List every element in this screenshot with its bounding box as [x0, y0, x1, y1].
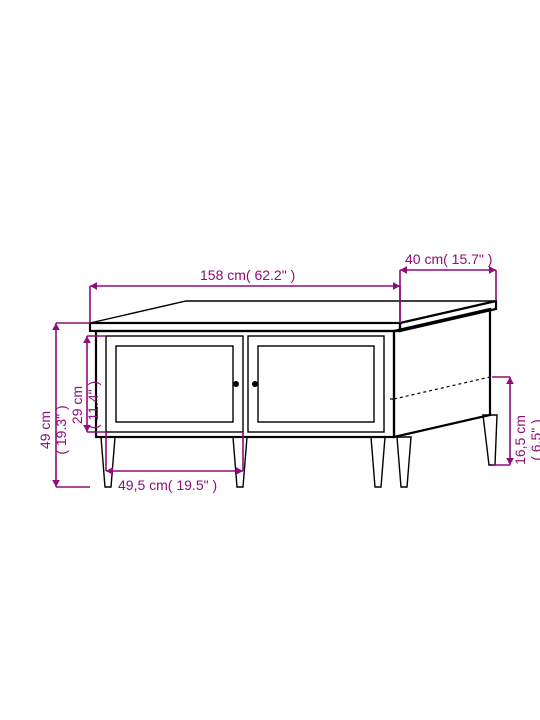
dimension-label: 40 cm( 15.7" ): [405, 251, 492, 267]
furniture-outline: [90, 301, 497, 487]
dimension-label: 29 cm( 11.4" ): [69, 381, 101, 429]
dimension-label: 49 cm( 19.3" ): [37, 405, 69, 454]
dimension-label: 16,5 cm( 6.5" ): [512, 415, 540, 465]
dimension-label: 158 cm( 62.2" ): [200, 267, 295, 283]
dimension-overlay: 158 cm( 62.2" ) 40 cm( 15.7" ) 49,5 cm( 19…: [37, 251, 540, 493]
dimension-label: 49,5 cm( 19.5" ): [118, 477, 217, 493]
furniture-dimension-diagram: 158 cm( 62.2" ) 40 cm( 15.7" ) 49,5 cm( 19…: [0, 0, 540, 720]
